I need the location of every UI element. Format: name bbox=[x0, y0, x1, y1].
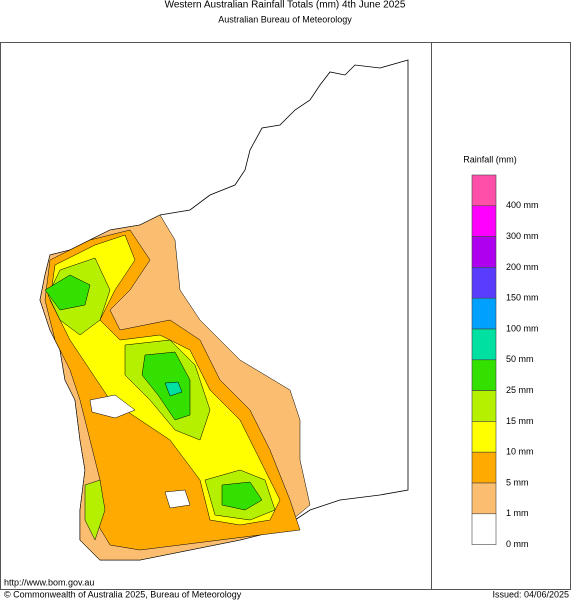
legend-swatch bbox=[471, 297, 497, 330]
legend-swatch bbox=[471, 236, 497, 268]
legend-label: 150 mm bbox=[506, 293, 539, 303]
legend-swatch bbox=[471, 482, 497, 515]
rain-25mm bbox=[44, 274, 263, 511]
rain-50mm bbox=[164, 381, 183, 397]
legend-label: 10 mm bbox=[506, 447, 534, 457]
legend-title: Rainfall (mm) bbox=[463, 154, 517, 164]
legend-swatch bbox=[471, 421, 497, 453]
legend-swatch bbox=[471, 390, 497, 422]
legend-label: 50 mm bbox=[506, 354, 534, 364]
footer-issued: Issued: 04/06/2025 bbox=[492, 589, 569, 599]
legend-swatch bbox=[471, 174, 497, 207]
legend-swatch bbox=[471, 267, 497, 299]
legend-label: 300 mm bbox=[506, 231, 539, 241]
legend-label: 5 mm bbox=[506, 477, 529, 487]
legend-label: 200 mm bbox=[506, 262, 539, 272]
legend-frame bbox=[431, 42, 571, 590]
legend-label: 100 mm bbox=[506, 323, 539, 333]
legend-swatch bbox=[471, 205, 497, 237]
map bbox=[39, 59, 409, 561]
legend-label: 15 mm bbox=[506, 416, 534, 426]
footer-copyright: © Commonwealth of Australia 2025, Bureau… bbox=[4, 589, 242, 599]
legend-swatch bbox=[471, 513, 497, 545]
legend: 400 mm 300 mm 200 mm 150 mm 100 mm 50 mm 25 mm… bbox=[471, 174, 539, 549]
legend-label: 25 mm bbox=[506, 385, 534, 395]
legend-swatch bbox=[471, 359, 497, 391]
legend-swatch bbox=[471, 451, 497, 484]
legend-swatch bbox=[471, 328, 497, 361]
title: Western Australian Rainfall Totals (mm) … bbox=[165, 0, 406, 11]
legend-label: 1 mm bbox=[506, 508, 529, 518]
footer-url: http://www.bom.gov.au bbox=[4, 577, 94, 587]
subtitle: Australian Bureau of Meteorology bbox=[218, 14, 352, 24]
legend-label: 0 mm bbox=[506, 539, 529, 549]
no-rain bbox=[89, 394, 191, 509]
legend-label: 400 mm bbox=[506, 200, 539, 210]
